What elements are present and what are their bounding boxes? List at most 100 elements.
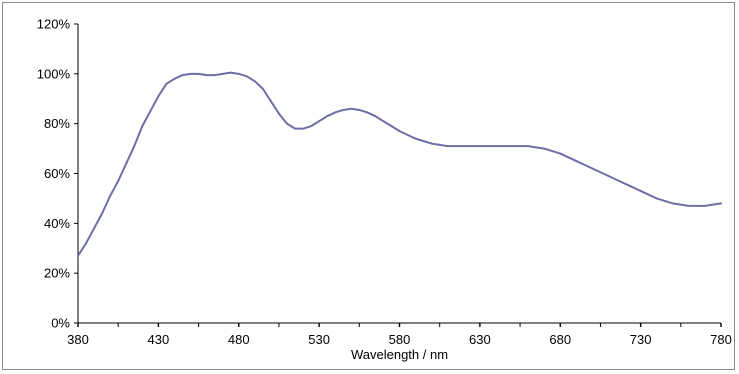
data-point [157, 95, 160, 98]
series-layer [77, 71, 722, 257]
data-point [446, 145, 449, 147]
y-tick-label: 80% [44, 116, 70, 131]
data-point [366, 111, 369, 114]
x-tick-label: 730 [630, 332, 652, 347]
data-point [173, 77, 176, 80]
data-point [615, 178, 618, 181]
data-point [422, 140, 425, 143]
data-point [149, 110, 152, 113]
data-point [85, 242, 87, 245]
data-point [205, 74, 208, 76]
data-point [495, 145, 497, 147]
data-point [503, 145, 505, 147]
data-point [310, 125, 312, 128]
data-point [655, 197, 658, 200]
y-tick-label: 60% [44, 166, 70, 181]
data-point [519, 145, 521, 147]
data-point [462, 145, 465, 147]
data-point [414, 137, 417, 140]
data-point [213, 74, 216, 76]
y-tick-label: 120% [37, 17, 71, 32]
data-point [559, 152, 562, 155]
data-point [478, 145, 481, 147]
data-point [318, 120, 321, 123]
x-tick-label: 430 [148, 332, 170, 347]
x-tick-label: 630 [469, 332, 491, 347]
data-point [109, 195, 112, 197]
data-point [704, 204, 706, 207]
data-point [679, 203, 682, 206]
data-point [245, 75, 248, 78]
data-point [527, 145, 529, 147]
data-point [326, 115, 329, 118]
data-point [591, 167, 594, 170]
data-point [342, 109, 345, 111]
data-point [294, 127, 296, 130]
data-point [253, 80, 256, 83]
data-point [270, 100, 272, 103]
data-point [438, 143, 441, 146]
data-point [382, 120, 385, 123]
series-line [77, 71, 722, 257]
data-point [221, 72, 224, 75]
data-point [390, 125, 393, 128]
data-point [487, 145, 489, 147]
x-tick-label: 530 [308, 332, 330, 347]
y-tick-label: 100% [37, 66, 71, 81]
data-point [350, 107, 353, 110]
data-point [278, 112, 280, 115]
data-point [647, 193, 650, 196]
data-point [286, 122, 288, 125]
x-tick-label: 380 [67, 332, 89, 347]
data-point [237, 72, 240, 75]
data-point [720, 202, 722, 205]
data-point [101, 212, 104, 215]
data-point [543, 147, 546, 150]
data-point [125, 162, 128, 165]
data-point [623, 182, 626, 185]
data-point [671, 202, 674, 205]
data-point [639, 190, 642, 192]
x-tick-label: 780 [710, 332, 732, 347]
data-point [141, 125, 144, 128]
data-point [454, 145, 457, 147]
data-point [181, 74, 184, 76]
data-point [535, 146, 538, 149]
data-point [165, 82, 168, 85]
data-point [583, 163, 586, 166]
data-point [117, 180, 120, 182]
data-point [406, 133, 409, 136]
data-point [663, 200, 666, 202]
data-point [229, 71, 232, 74]
x-ticks: 380 430 480 530 580 630 680 730 780 [67, 323, 732, 347]
data-point [398, 130, 401, 133]
data-point [93, 227, 95, 230]
x-tick-label: 580 [389, 332, 411, 347]
data-point [358, 109, 361, 111]
data-point [599, 171, 602, 174]
data-point [631, 186, 634, 189]
chart-frame [2, 2, 735, 370]
x-axis-title: Wavelength / nm [351, 347, 448, 362]
data-point [133, 145, 136, 147]
data-point [189, 72, 192, 75]
data-point [302, 127, 304, 130]
data-point [712, 203, 714, 206]
data-point [687, 204, 690, 207]
data-point [567, 156, 570, 159]
data-point [374, 115, 377, 118]
x-tick-label: 680 [549, 332, 571, 347]
data-point [197, 72, 200, 75]
y-tick-label: 0% [51, 316, 70, 331]
y-tick-label: 40% [44, 216, 70, 231]
data-point [695, 204, 698, 207]
data-point [511, 145, 513, 147]
data-point [334, 111, 337, 114]
data-point [261, 87, 264, 90]
data-point [470, 145, 473, 147]
data-point [551, 150, 554, 152]
axes [77, 24, 721, 324]
data-point [575, 160, 578, 162]
y-ticks: 0% 20% 40% 60% 80% 100% 120% [37, 17, 78, 331]
